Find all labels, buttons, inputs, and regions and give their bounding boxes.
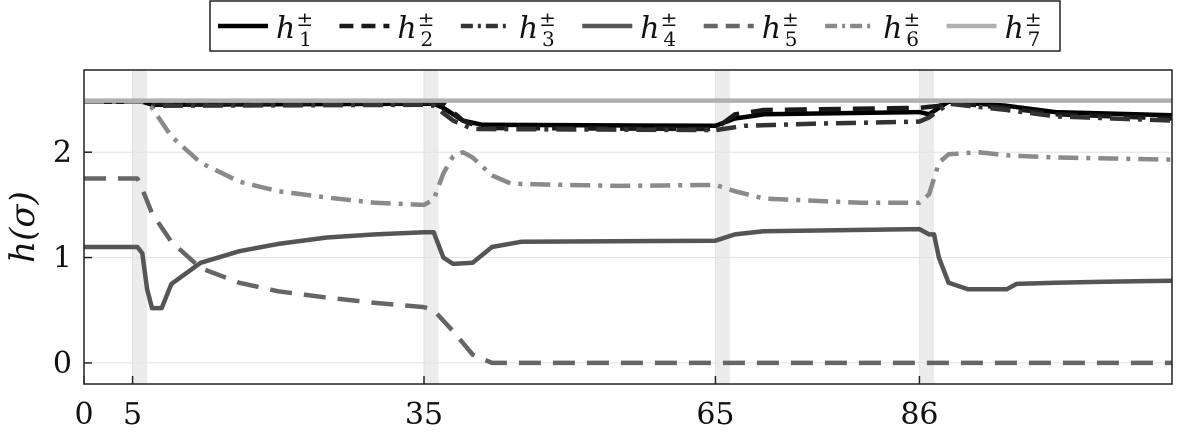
series-line-h6 (84, 99, 1173, 208)
x-tick-label-4: 86 (900, 397, 938, 432)
legend-box (209, 0, 1061, 52)
legend-label-h6: h± 6 (883, 7, 920, 51)
highlight-band-0 (132, 70, 148, 384)
legend-label-h5: h± 5 (762, 7, 799, 51)
legend-label-h7: h± 7 (1005, 7, 1042, 51)
x-tick-label-1: 5 (123, 397, 142, 432)
grid (83, 70, 1172, 384)
legend-label-h4: h± 4 (640, 7, 677, 51)
highlight-band-3 (919, 70, 934, 384)
series-line-h5 (84, 176, 1172, 366)
y-axis-ticks: 0 1 2 (53, 135, 92, 381)
x-tick-label-2: 35 (405, 397, 443, 432)
y-tick-label-1: 1 (53, 241, 72, 276)
y-tick-label-2: 2 (53, 135, 72, 170)
x-axis-ticks: 0 5 35 65 86 (74, 376, 939, 432)
series-line-h3 (84, 99, 1173, 133)
y-axis-label: h(σ) (3, 191, 43, 263)
highlight-bands (132, 70, 934, 384)
legend-label-h3: h± 3 (519, 7, 556, 51)
series-lines (84, 98, 1173, 366)
highlight-band-2 (715, 70, 730, 384)
legend-label-h1: h± 1 (276, 7, 313, 51)
series-line-h4 (84, 226, 1173, 311)
x-tick-label-3: 65 (696, 397, 734, 432)
highlight-band-1 (424, 70, 439, 384)
legend-label-h2: h± 2 (397, 7, 434, 51)
legend: h± 1 h± 2 h± 3 h± 4 h± 5 h± 6 h± 7 (209, 0, 1061, 52)
y-tick-label-0: 0 (53, 346, 72, 381)
plot-frame (83, 69, 1173, 385)
x-tick-label-0: 0 (74, 397, 93, 432)
